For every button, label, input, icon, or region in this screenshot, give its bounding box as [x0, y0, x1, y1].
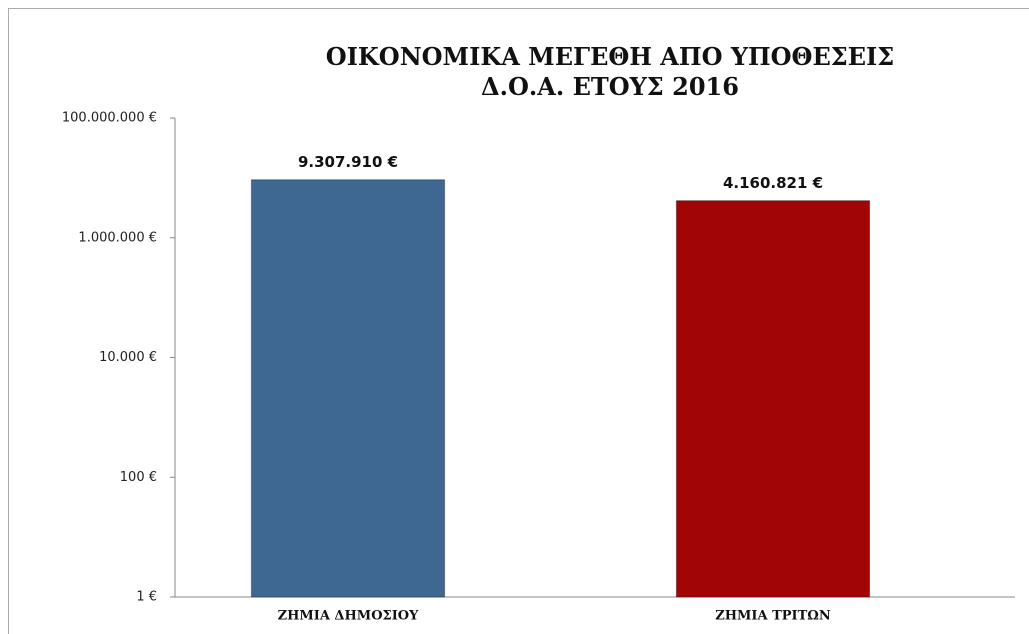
bar: [250, 179, 446, 598]
chart-frame: [8, 8, 1029, 634]
x-tick-label: ΖΗΜΙΑ ΔΗΜΟΣΙΟΥ: [278, 609, 420, 624]
value-label: 9.307.910 €: [298, 153, 398, 171]
y-tick-label: 1 €: [136, 590, 157, 605]
y-tick-label: 10.000 €: [99, 350, 157, 365]
y-tick-label: 100.000.000 €: [62, 111, 157, 126]
value-label: 4.160.821 €: [723, 174, 823, 192]
y-tick-label: 1.000.000 €: [78, 230, 157, 245]
chart-title: ΟΙΚΟΝΟΜΙΚΑ ΜΕΓΕΘΗ ΑΠΟ ΥΠΟΘΕΣΕΙΣ Δ.Ο.Α. Ε…: [325, 42, 895, 101]
y-tick-label: 100 €: [120, 470, 157, 485]
bar: [675, 200, 871, 598]
x-tick-label: ΖΗΜΙΑ ΤΡΙΤΩΝ: [715, 609, 831, 624]
